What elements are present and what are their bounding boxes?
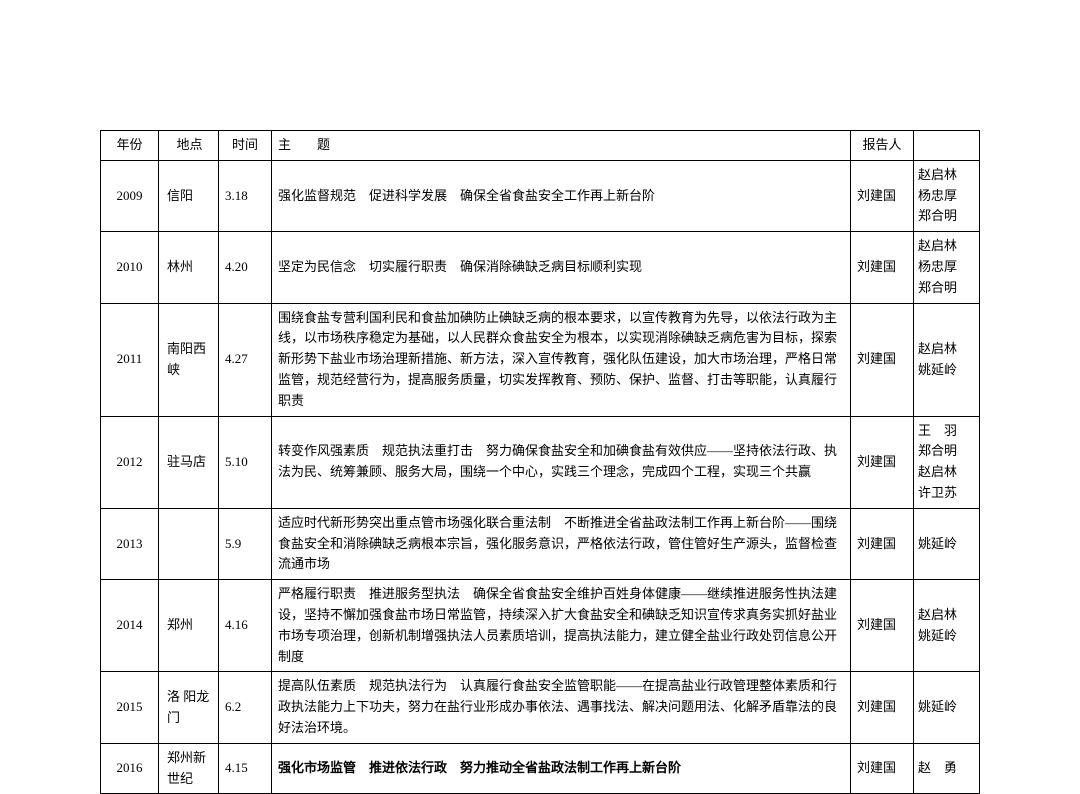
table-row: 2014郑州4.16严格履行职责 推进服务型执法 确保全省食盐安全维护百姓身体健… — [101, 580, 980, 672]
header-place: 地点 — [159, 131, 219, 161]
header-time: 时间 — [219, 131, 272, 161]
cell-time: 5.9 — [219, 508, 272, 579]
document-page: 年份 地点 时间 主 题 报告人 2009信阳3.18强化监督规范 促进科学发展… — [0, 0, 1080, 794]
cell-extra: 赵启林 杨忠厚 郑合明 — [914, 160, 980, 231]
cell-topic: 围绕食盐专营利国利民和食盐加碘防止碘缺乏病的根本要求，以宣传教育为先导，以依法行… — [272, 303, 851, 416]
cell-place: 郑州新世纪 — [159, 743, 219, 794]
cell-topic: 强化监督规范 促进科学发展 确保全省食盐安全工作再上新台阶 — [272, 160, 851, 231]
cell-place — [159, 508, 219, 579]
cell-time: 4.16 — [219, 580, 272, 672]
table-row: 2012驻马店5.10转变作风强素质 规范执法重打击 努力确保食盐安全和加碘食盐… — [101, 416, 980, 508]
cell-time: 4.15 — [219, 743, 272, 794]
cell-time: 4.27 — [219, 303, 272, 416]
table-row: 2016郑州新世纪4.15强化市场监管 推进依法行政 努力推动全省盐政法制工作再… — [101, 743, 980, 794]
cell-year: 2016 — [101, 743, 159, 794]
cell-reporter: 刘建国 — [851, 743, 914, 794]
cell-time: 4.20 — [219, 232, 272, 303]
cell-year: 2011 — [101, 303, 159, 416]
cell-year: 2014 — [101, 580, 159, 672]
cell-place: 洛 阳龙门 — [159, 672, 219, 743]
cell-extra: 赵 勇 — [914, 743, 980, 794]
cell-year: 2009 — [101, 160, 159, 231]
cell-time: 6.2 — [219, 672, 272, 743]
cell-reporter: 刘建国 — [851, 672, 914, 743]
report-table: 年份 地点 时间 主 题 报告人 2009信阳3.18强化监督规范 促进科学发展… — [100, 130, 980, 794]
header-reporter: 报告人 — [851, 131, 914, 161]
cell-extra: 赵启林 姚延岭 — [914, 580, 980, 672]
cell-topic: 严格履行职责 推进服务型执法 确保全省食盐安全维护百姓身体健康——继续推进服务性… — [272, 580, 851, 672]
cell-extra: 赵启林 姚延岭 — [914, 303, 980, 416]
cell-place: 林州 — [159, 232, 219, 303]
cell-topic: 转变作风强素质 规范执法重打击 努力确保食盐安全和加碘食盐有效供应——坚持依法行… — [272, 416, 851, 508]
cell-year: 2015 — [101, 672, 159, 743]
header-extra — [914, 131, 980, 161]
header-topic: 主 题 — [272, 131, 851, 161]
table-row: 2009信阳3.18强化监督规范 促进科学发展 确保全省食盐安全工作再上新台阶刘… — [101, 160, 980, 231]
cell-year: 2013 — [101, 508, 159, 579]
cell-topic: 强化市场监管 推进依法行政 努力推动全省盐政法制工作再上新台阶 — [272, 743, 851, 794]
table-row: 2010林州4.20坚定为民信念 切实履行职责 确保消除碘缺乏病目标顺利实现刘建… — [101, 232, 980, 303]
cell-extra: 赵启林 杨忠厚 郑合明 — [914, 232, 980, 303]
cell-year: 2012 — [101, 416, 159, 508]
cell-extra: 王 羽 郑合明 赵启林 许卫苏 — [914, 416, 980, 508]
cell-time: 5.10 — [219, 416, 272, 508]
table-body: 2009信阳3.18强化监督规范 促进科学发展 确保全省食盐安全工作再上新台阶刘… — [101, 160, 980, 794]
cell-extra: 姚延岭 — [914, 672, 980, 743]
cell-place: 南阳西峡 — [159, 303, 219, 416]
cell-reporter: 刘建国 — [851, 303, 914, 416]
cell-extra: 姚延岭 — [914, 508, 980, 579]
cell-topic: 坚定为民信念 切实履行职责 确保消除碘缺乏病目标顺利实现 — [272, 232, 851, 303]
header-row: 年份 地点 时间 主 题 报告人 — [101, 131, 980, 161]
cell-place: 信阳 — [159, 160, 219, 231]
header-year: 年份 — [101, 131, 159, 161]
cell-topic: 适应时代新形势突出重点管市场强化联合重法制 不断推进全省盐政法制工作再上新台阶—… — [272, 508, 851, 579]
cell-time: 3.18 — [219, 160, 272, 231]
cell-place: 驻马店 — [159, 416, 219, 508]
table-row: 2015洛 阳龙门6.2提高队伍素质 规范执法行为 认真履行食盐安全监管职能——… — [101, 672, 980, 743]
cell-reporter: 刘建国 — [851, 232, 914, 303]
cell-reporter: 刘建国 — [851, 416, 914, 508]
table-row: 2011南阳西峡4.27围绕食盐专营利国利民和食盐加碘防止碘缺乏病的根本要求，以… — [101, 303, 980, 416]
cell-place: 郑州 — [159, 580, 219, 672]
cell-topic: 提高队伍素质 规范执法行为 认真履行食盐安全监管职能——在提高盐业行政管理整体素… — [272, 672, 851, 743]
table-row: 2013 5.9适应时代新形势突出重点管市场强化联合重法制 不断推进全省盐政法制工… — [101, 508, 980, 579]
cell-year: 2010 — [101, 232, 159, 303]
cell-reporter: 刘建国 — [851, 160, 914, 231]
cell-reporter: 刘建国 — [851, 508, 914, 579]
cell-reporter: 刘建国 — [851, 580, 914, 672]
